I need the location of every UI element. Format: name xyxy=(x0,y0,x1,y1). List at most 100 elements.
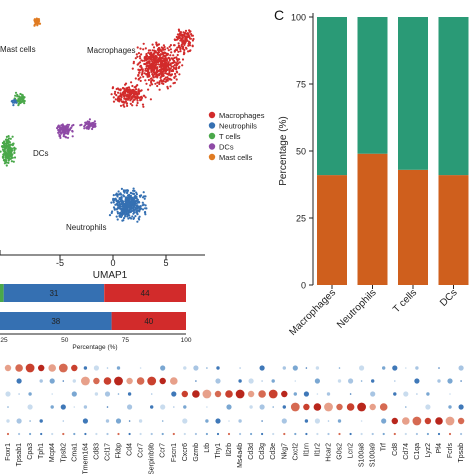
umap-point xyxy=(126,200,129,203)
umap-point xyxy=(132,192,135,196)
dot-mark xyxy=(283,432,286,436)
umap-point xyxy=(174,72,177,75)
umap-point xyxy=(178,58,181,61)
umap-point xyxy=(115,198,118,201)
umap-point xyxy=(144,56,148,59)
dot-mark xyxy=(349,393,352,395)
umap-point xyxy=(108,214,112,217)
umap-point xyxy=(36,20,39,24)
umap-point xyxy=(12,104,15,107)
umap-point xyxy=(83,125,86,128)
umap-point xyxy=(17,95,20,98)
dot-mark xyxy=(293,392,297,396)
umap-point xyxy=(151,73,154,76)
stacked-bar-segment xyxy=(317,175,347,285)
umap-point xyxy=(142,42,145,45)
umap-point xyxy=(141,196,145,199)
legend-swatch xyxy=(208,153,216,161)
y-tick-label: 100 xyxy=(291,13,306,23)
umap-point xyxy=(34,19,37,22)
umap-point xyxy=(133,98,136,101)
umap-point xyxy=(70,126,73,129)
gene-label: Cd4 xyxy=(127,443,134,456)
dot-mark xyxy=(238,379,242,383)
dot-mark xyxy=(195,380,197,382)
dot-mark xyxy=(105,419,110,423)
umap-point xyxy=(164,72,167,75)
umap-point xyxy=(169,67,172,70)
umap-point xyxy=(13,156,17,159)
umap-point xyxy=(9,143,12,146)
umap-point xyxy=(163,55,166,58)
umap-point xyxy=(163,48,167,51)
umap-point xyxy=(151,49,154,52)
dot-mark xyxy=(272,406,275,408)
dot-mark xyxy=(316,393,319,395)
dot-mark xyxy=(393,392,397,396)
umap-point xyxy=(176,53,179,57)
umap-point xyxy=(137,52,140,55)
dot-mark xyxy=(369,403,376,411)
umap-point xyxy=(153,51,156,54)
y-tick-label: 25 xyxy=(296,214,306,224)
gene-label: Tph1 xyxy=(38,443,45,459)
umap-point xyxy=(133,93,136,96)
umap-point xyxy=(1,146,4,149)
dot-mark xyxy=(83,366,88,370)
dot-mark xyxy=(18,432,21,436)
umap-point xyxy=(62,125,65,129)
dot-mark xyxy=(382,432,385,436)
dot-mark xyxy=(40,432,43,436)
umap-point xyxy=(175,48,179,52)
gene-label: Nkg7 xyxy=(281,443,288,459)
umap-point xyxy=(178,61,181,64)
dot-mark xyxy=(458,404,464,410)
umap-point xyxy=(138,71,141,74)
umap-point xyxy=(183,51,186,54)
umap-point xyxy=(184,46,188,49)
umap-point xyxy=(140,53,143,56)
umap-point xyxy=(119,104,123,107)
dot-mark xyxy=(58,363,68,373)
umap-point xyxy=(170,51,173,54)
umap-point xyxy=(140,73,143,76)
legend-label: T cells xyxy=(219,132,241,141)
umap-point xyxy=(130,197,133,200)
gene-label: Ccr7 xyxy=(138,443,145,458)
umap-point xyxy=(166,68,169,71)
dot-mark xyxy=(324,402,333,412)
umap-point xyxy=(156,81,159,84)
umap-point xyxy=(158,88,161,91)
umap-point xyxy=(131,207,135,210)
dot-mark xyxy=(304,419,309,423)
umap-point xyxy=(132,202,135,205)
dot-mark xyxy=(93,377,100,385)
umap-point xyxy=(139,79,142,82)
umap-point xyxy=(11,135,14,138)
dot-mark xyxy=(62,380,65,382)
dot-mark xyxy=(5,391,11,397)
dot-mark xyxy=(117,393,120,395)
dot-mark xyxy=(103,377,112,385)
umap-point xyxy=(156,76,159,79)
umap-point xyxy=(115,215,118,218)
umap-point xyxy=(144,195,147,198)
dot-mark xyxy=(303,403,310,411)
umap-point xyxy=(143,197,146,200)
dot-mark xyxy=(326,392,331,396)
gene-label: Il1r2 xyxy=(314,443,321,457)
dot-mark xyxy=(394,380,396,382)
dot-mark xyxy=(116,366,121,370)
umap-point xyxy=(159,65,162,68)
umap-point xyxy=(154,54,157,57)
umap-point xyxy=(23,102,26,105)
umap-point xyxy=(4,151,8,154)
umap-point xyxy=(152,71,155,74)
umap-point xyxy=(171,68,174,71)
umap-point xyxy=(3,142,6,145)
dot-mark xyxy=(447,378,453,384)
umap-point xyxy=(131,100,134,103)
dot-mark xyxy=(16,378,22,384)
umap-point xyxy=(122,210,125,213)
umap-point xyxy=(134,200,137,204)
